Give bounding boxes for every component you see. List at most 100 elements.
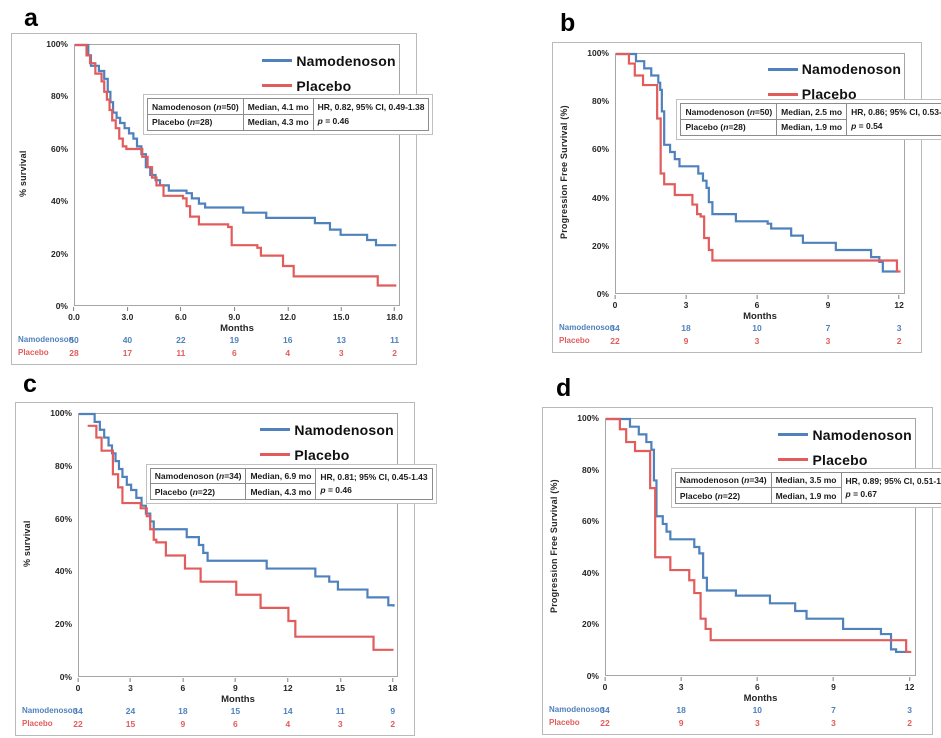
x-tick-label: 12: [283, 678, 293, 693]
risk-count: 10: [752, 705, 763, 715]
y-tick-label: 40%: [581, 567, 599, 578]
risk-count: 34: [73, 706, 83, 716]
legend-label: Placebo: [296, 77, 352, 94]
risk-count: 22: [73, 719, 83, 729]
km-panel-b: Progression Free Survival (%) 0% 20% 40% 60…: [552, 42, 941, 353]
x-axis-title: Months: [743, 311, 777, 322]
km-curves: [606, 419, 915, 675]
tick-mark: [756, 295, 758, 299]
km-curve-namodenoson: [606, 419, 909, 652]
risk-count: 40: [122, 335, 133, 345]
y-tick-label: 100%: [577, 413, 599, 423]
legend: Namodenoson Placebo: [262, 53, 396, 103]
y-tick-label: 0%: [55, 301, 68, 311]
y-axis-title: % survival: [18, 150, 28, 198]
x-tick-label: 6: [755, 295, 759, 310]
y-tick-label: 20%: [591, 240, 609, 251]
x-tick-label: 18: [388, 678, 397, 693]
legend-label: Placebo: [294, 446, 350, 463]
risk-row-label: Namodenoson: [18, 335, 74, 344]
y-tick-label: 80%: [581, 464, 599, 475]
risk-count: 19: [229, 335, 240, 345]
legend-entry-namodenoson: Namodenoson: [767, 61, 902, 78]
legend-label: Namodenoson: [294, 421, 394, 438]
x-tick-label: 3.0: [122, 307, 133, 322]
tick-mark: [233, 307, 235, 311]
legend: Namodenoson Placebo: [767, 61, 902, 111]
km-panel-c: % survival 0% 20% 40% 60% 80% 100% Namodenoso…: [15, 402, 437, 736]
km-curves: [75, 45, 399, 305]
p-value-text: p = 0.67: [845, 488, 877, 499]
tick-mark: [898, 295, 900, 299]
risk-count: 15: [230, 706, 241, 716]
x-tick-label: 3: [679, 677, 684, 692]
tick-mark: [392, 678, 394, 682]
panel-label-a: a: [24, 4, 38, 32]
legend-entry-placebo: Placebo: [260, 447, 393, 463]
y-tick-label: 60%: [54, 513, 72, 524]
hr-text: HR, 0.89; 95% CI, 0.51-1.55: [845, 475, 941, 486]
x-axis-title: Months: [221, 694, 255, 705]
risk-count: 3: [754, 718, 760, 728]
risk-count: 2: [390, 719, 396, 729]
y-tick-label: 80%: [591, 96, 609, 107]
y-tick-label: 100%: [46, 39, 68, 49]
legend-entry-placebo: Placebo: [767, 86, 901, 102]
y-axis-title: Progression Free Survival (%): [559, 105, 569, 240]
legend-label: Namodenoson: [801, 61, 902, 78]
risk-count: 13: [336, 335, 346, 345]
x-tick-label: 0: [613, 295, 617, 310]
y-tick-label: 20%: [54, 619, 72, 630]
tick-mark: [685, 295, 687, 299]
risk-count: 2: [896, 336, 902, 346]
risk-count: 7: [825, 323, 831, 333]
y-axis-ticks: 0% 20% 40% 60% 80% 100%: [561, 413, 603, 681]
tick-mark: [126, 307, 128, 311]
x-tick-label: 0: [76, 678, 80, 693]
tick-mark: [180, 307, 182, 311]
risk-count: 3: [338, 348, 344, 358]
hr-text: HR, 0.86; 95% CI, 0.53-1.40: [851, 107, 941, 118]
risk-count: 22: [610, 336, 620, 346]
km-curve-namodenoson: [616, 54, 897, 271]
plot-area: Namodenoson Placebo Namodenoson (n=34) M…: [605, 418, 941, 676]
risk-count: 16: [283, 335, 293, 345]
hr-text: HR, 0.81; 95% CI, 0.45-1.43: [320, 471, 428, 482]
stats-group-cell: Namodenoson (n=50): [147, 98, 244, 116]
risk-row-namodenoson: Namodenoson 50 40 22 19 16 13 11: [12, 335, 400, 347]
y-tick-label: 0%: [596, 289, 609, 299]
risk-row-namodenoson: Namodenoson 34 18 10 7 3: [543, 705, 916, 717]
risk-count: 14: [283, 706, 293, 716]
x-axis-title: Months: [220, 323, 254, 334]
risk-count: 9: [390, 706, 396, 716]
x-tick-label: 9.0: [228, 307, 240, 322]
y-axis-title: Progression Free Survival (%): [549, 479, 559, 613]
legend-entry-placebo: Placebo: [778, 452, 911, 468]
risk-count: 11: [390, 335, 400, 345]
number-at-risk-table: Namodenoson 34 18 10 7 3 Placebo 22 9 3 3 2: [543, 705, 916, 731]
risk-count: 3: [896, 323, 902, 333]
km-curve-placebo: [606, 419, 911, 652]
tick-mark: [77, 678, 79, 682]
risk-count: 3: [825, 336, 831, 346]
stats-median-cell: Median, 4.1 mo: [242, 98, 314, 116]
stats-median-cell: Median, 6.9 mo: [245, 467, 317, 485]
risk-row-placebo: Placebo 28 17 11 6 4 3 2: [12, 348, 400, 360]
y-tick-label: 20%: [581, 619, 599, 630]
x-axis-ticks: 0 3 6 9 12 15 18: [76, 678, 398, 693]
y-tick-label: 60%: [591, 144, 609, 155]
stats-box: Namodenoson (n=34) Median, 3.5 mo HR, 0.…: [670, 467, 941, 508]
hr-text: HR, 0.82, 95% CI, 0.49-1.38: [317, 102, 425, 113]
risk-values: 50 40 22 19 16 13 11: [69, 335, 400, 347]
risk-count: 15: [125, 719, 136, 729]
tick-mark: [832, 677, 834, 681]
y-tick-label: 80%: [54, 460, 72, 471]
x-tick-label: 15.0: [333, 307, 349, 322]
tick-mark: [614, 295, 616, 299]
y-tick-label: 20%: [50, 248, 68, 259]
tick-mark: [680, 677, 682, 681]
y-tick-label: 60%: [50, 143, 68, 154]
x-axis-title: Months: [743, 693, 778, 704]
risk-count: 3: [831, 718, 836, 728]
risk-row-label: Namodenoson: [559, 323, 615, 332]
